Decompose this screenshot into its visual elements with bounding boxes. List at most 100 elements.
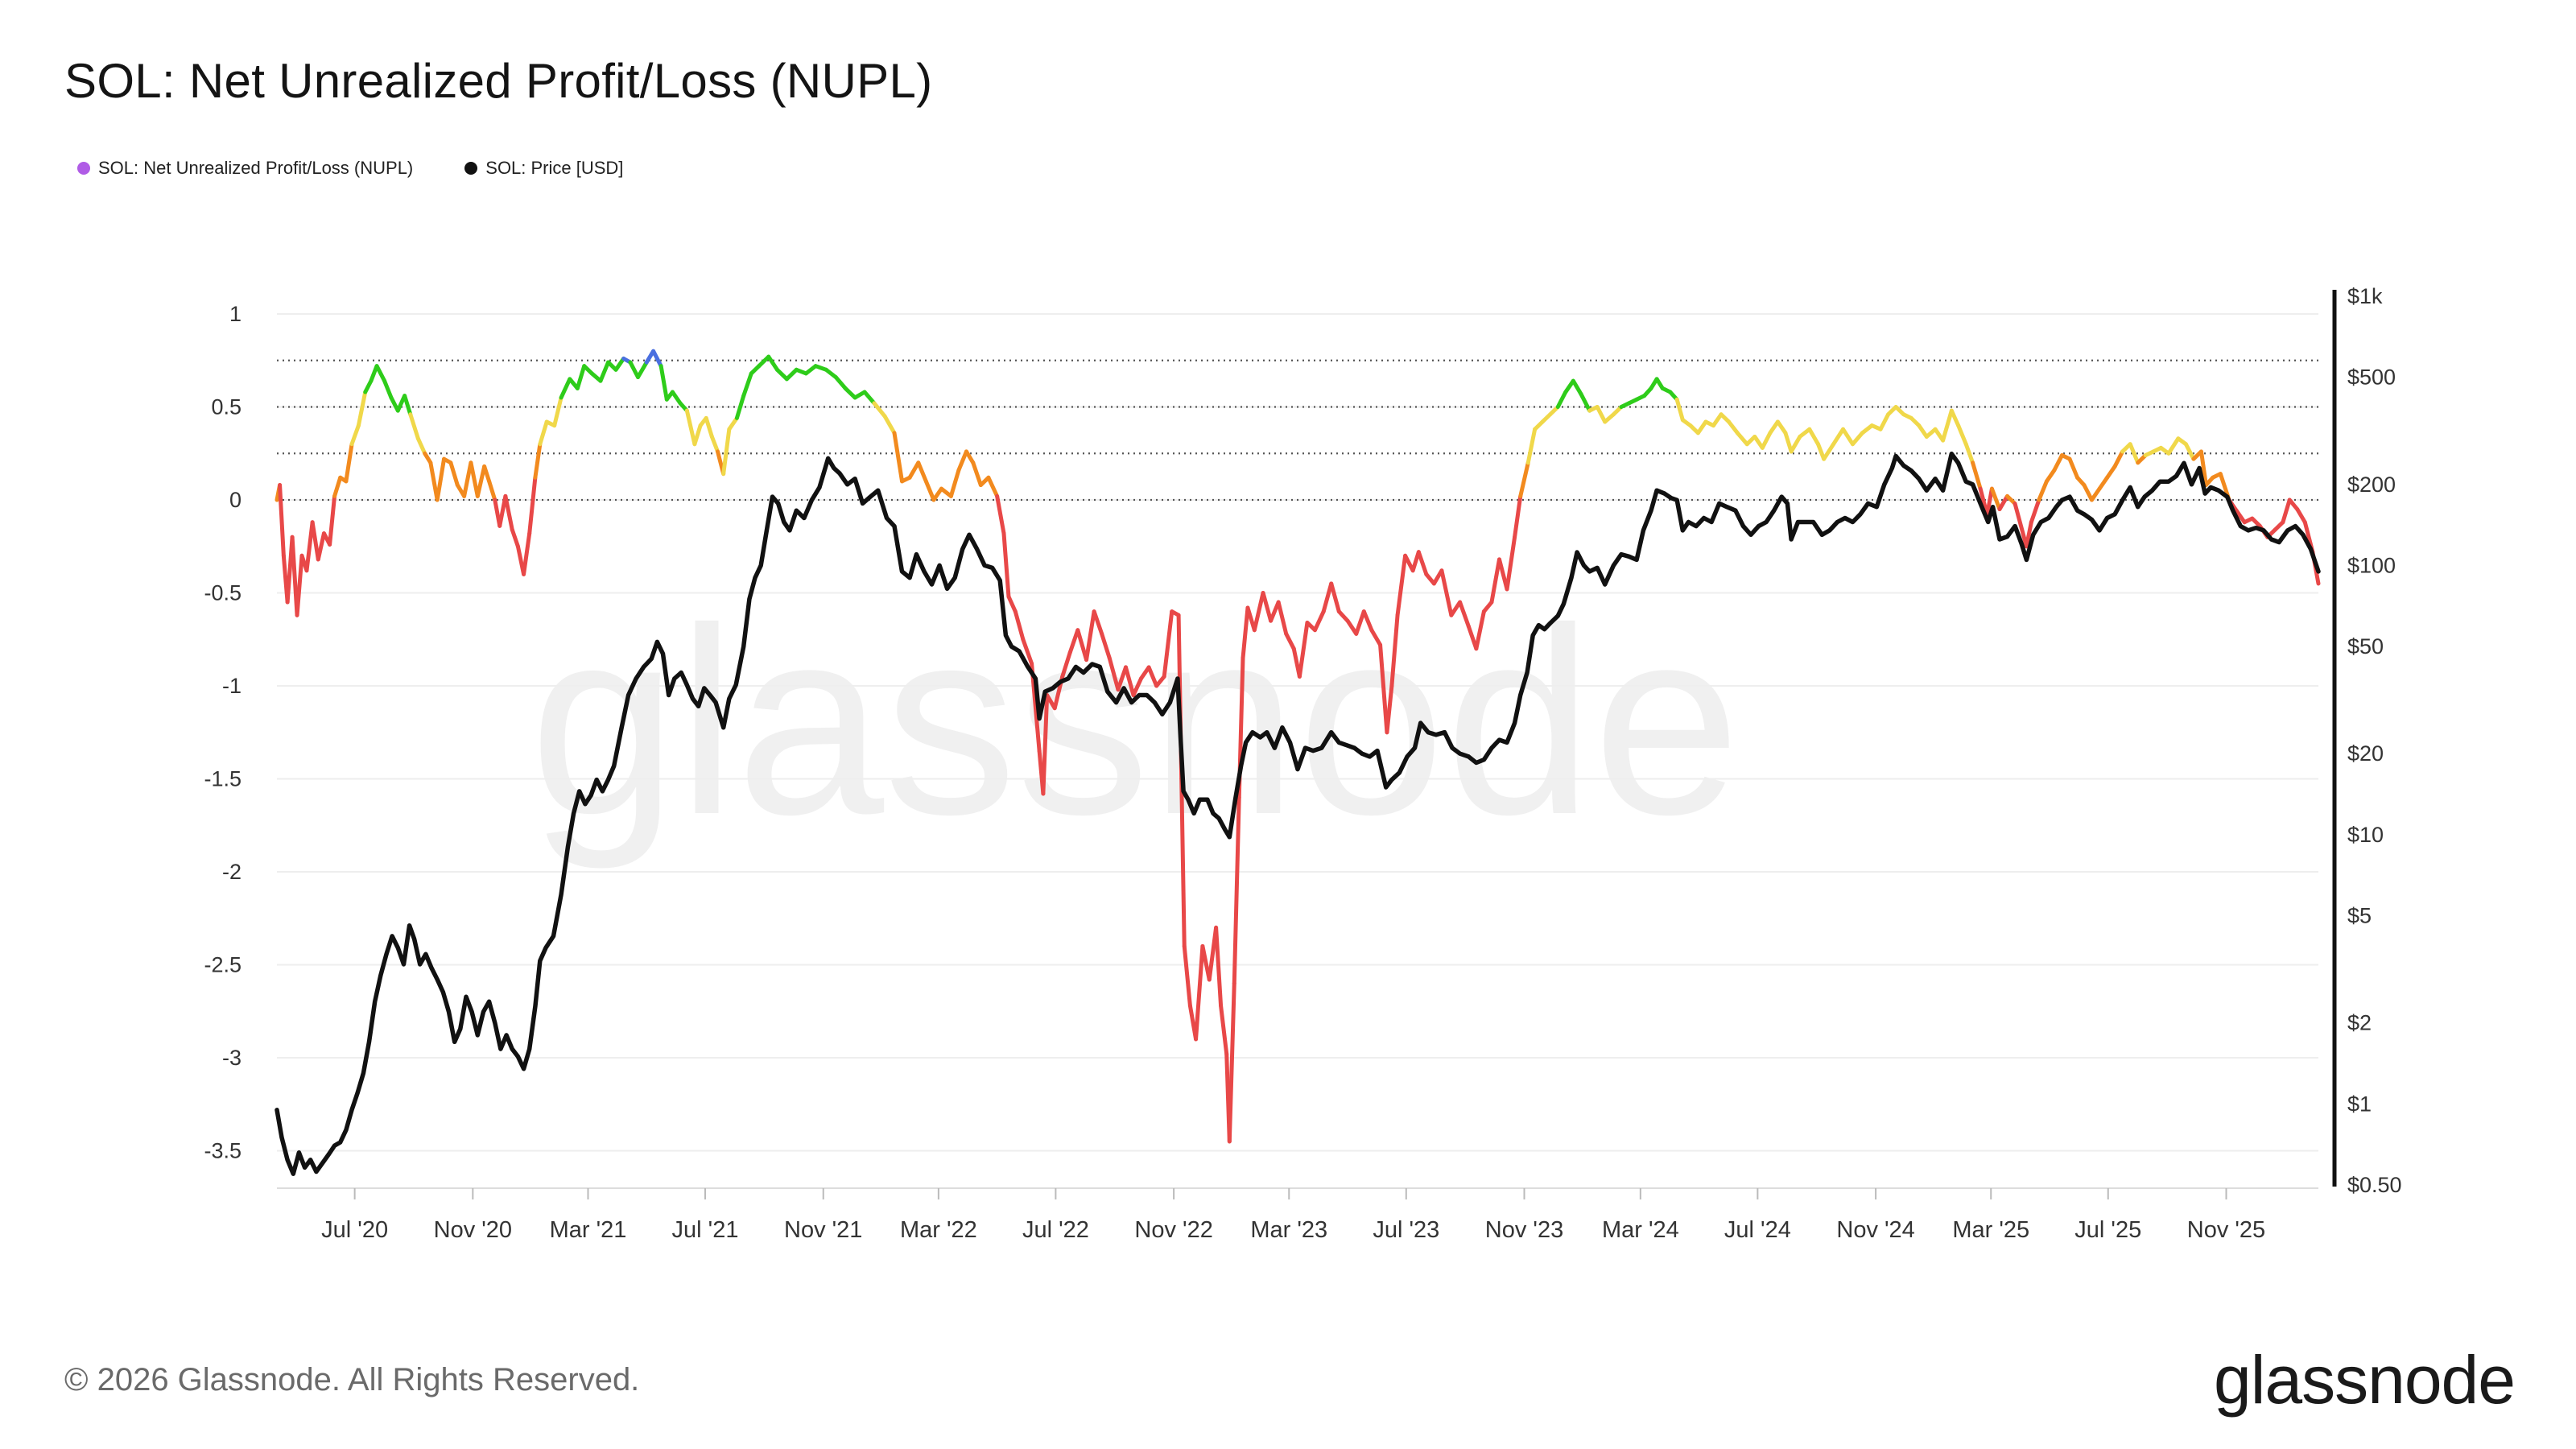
nupl-segment xyxy=(1146,665,1159,688)
nupl-series xyxy=(275,349,2321,1144)
nupl-segment xyxy=(1075,628,1089,663)
nupl-segment xyxy=(1984,486,1994,517)
chart-legend: SOL: Net Unrealized Profit/Loss (NUPL) S… xyxy=(77,158,623,179)
nupl-segment xyxy=(1067,628,1080,654)
nupl-segment xyxy=(1321,581,1334,614)
nupl-segment xyxy=(1831,427,1846,447)
nupl-segment xyxy=(1060,650,1072,679)
nupl-segment xyxy=(278,483,286,558)
nupl-segment xyxy=(2082,483,2094,502)
nupl-segment xyxy=(1369,628,1383,647)
x-tick-label: Nov '24 xyxy=(1836,1217,1914,1243)
nupl-segment xyxy=(1841,427,1855,447)
y-left-tick-label: -1 xyxy=(222,674,242,698)
x-tick-label: Nov '25 xyxy=(2187,1217,2265,1243)
nupl-segment xyxy=(503,493,514,532)
nupl-segment xyxy=(1162,609,1174,679)
legend-item-price[interactable]: SOL: Price [USD] xyxy=(464,158,623,179)
y-right-tick-label: $1k xyxy=(2347,284,2383,308)
nupl-segment xyxy=(2235,509,2247,525)
nupl-segment xyxy=(964,449,976,465)
nupl-segment xyxy=(2295,507,2307,525)
glassnode-logo[interactable]: glassnode xyxy=(2214,1342,2516,1418)
nupl-segment xyxy=(2112,449,2125,469)
nupl-segment xyxy=(931,486,943,502)
legend-dot-nupl xyxy=(77,162,90,175)
nupl-segment xyxy=(559,377,572,400)
nupl-segment xyxy=(328,493,337,547)
y-left-tick-label: 0.5 xyxy=(211,395,242,419)
nupl-segment xyxy=(2013,502,2029,549)
nupl-segment xyxy=(1989,486,2002,512)
nupl-segment xyxy=(2067,456,2080,480)
nupl-segment xyxy=(510,527,520,549)
nupl-segment xyxy=(310,520,320,562)
y-right-tick-label: $20 xyxy=(2347,741,2384,766)
nupl-segment xyxy=(344,442,354,484)
legend-label-price: SOL: Price [USD] xyxy=(485,158,624,178)
nupl-segment xyxy=(408,412,420,441)
y-right-tick-label: $50 xyxy=(2347,634,2384,658)
nupl-segment xyxy=(721,427,732,477)
nupl-segment xyxy=(1214,925,1224,1008)
nupl-segment xyxy=(363,378,374,394)
nupl-segment xyxy=(1489,557,1501,605)
nupl-segment xyxy=(1013,609,1026,642)
nupl-segment xyxy=(1505,535,1517,592)
nupl-segment xyxy=(1458,600,1471,629)
nupl-segment xyxy=(1084,609,1096,663)
y-left-tick-label: -1.5 xyxy=(204,767,242,791)
nupl-segment xyxy=(766,354,779,372)
nupl-segment xyxy=(1518,460,1530,498)
nupl-segment xyxy=(1760,431,1773,450)
x-tick-label: Jul '22 xyxy=(1022,1217,1089,1243)
y-left-tick-label: -2.5 xyxy=(204,953,242,977)
nupl-segment xyxy=(1513,493,1523,539)
y-left-tick-label: -0.5 xyxy=(204,581,242,605)
nupl-segment xyxy=(1941,408,1954,443)
nupl-segment xyxy=(1252,591,1265,633)
nupl-segment xyxy=(824,367,838,380)
nupl-segment xyxy=(1963,442,1975,465)
nupl-segment xyxy=(1107,655,1121,692)
y-left-tick-label: -3 xyxy=(222,1046,242,1070)
nupl-segment xyxy=(862,390,877,406)
nupl-segment xyxy=(2029,497,2041,525)
nupl-segment xyxy=(462,460,473,498)
nupl-segment xyxy=(448,460,460,488)
nupl-segment xyxy=(1439,568,1454,617)
page-title: SOL: Net Unrealized Profit/Loss (NUPL) xyxy=(64,54,933,108)
nupl-segment xyxy=(469,460,480,498)
nupl-segment xyxy=(1385,683,1394,735)
nupl-segment xyxy=(1949,408,1961,428)
nupl-segment xyxy=(1194,943,1205,1042)
nupl-segment xyxy=(1361,609,1374,633)
nupl-segment xyxy=(1041,693,1050,796)
nupl-segment xyxy=(684,408,697,447)
nupl-segment xyxy=(1775,419,1788,436)
nupl-segment xyxy=(1525,427,1538,465)
y-left-tick-label: 0 xyxy=(229,488,242,512)
price-line xyxy=(275,451,2321,1176)
nupl-segment xyxy=(670,390,683,406)
nupl-segment xyxy=(304,520,315,573)
nupl-segment xyxy=(1956,423,1968,447)
nupl-segment xyxy=(1276,600,1289,636)
nupl-segment xyxy=(774,367,789,382)
nupl-segment xyxy=(2128,442,2140,465)
nupl-segment xyxy=(356,390,368,428)
legend-item-nupl[interactable]: SOL: Net Unrealized Profit/Loss (NUPL) xyxy=(77,158,413,179)
nupl-segment xyxy=(552,395,564,428)
x-tick-label: Jul '25 xyxy=(2074,1217,2141,1243)
nupl-segment xyxy=(295,553,304,617)
nupl-segment xyxy=(636,360,649,380)
y-right-tick-label: $0.50 xyxy=(2347,1173,2402,1197)
nupl-segment xyxy=(1006,594,1018,614)
nupl-segment xyxy=(872,401,887,419)
nupl-segment xyxy=(1182,943,1192,1008)
y-right-tick-label: $10 xyxy=(2347,823,2384,847)
nupl-segment xyxy=(784,367,799,382)
nupl-segment xyxy=(1261,591,1274,623)
x-tick-label: Nov '21 xyxy=(784,1217,862,1243)
